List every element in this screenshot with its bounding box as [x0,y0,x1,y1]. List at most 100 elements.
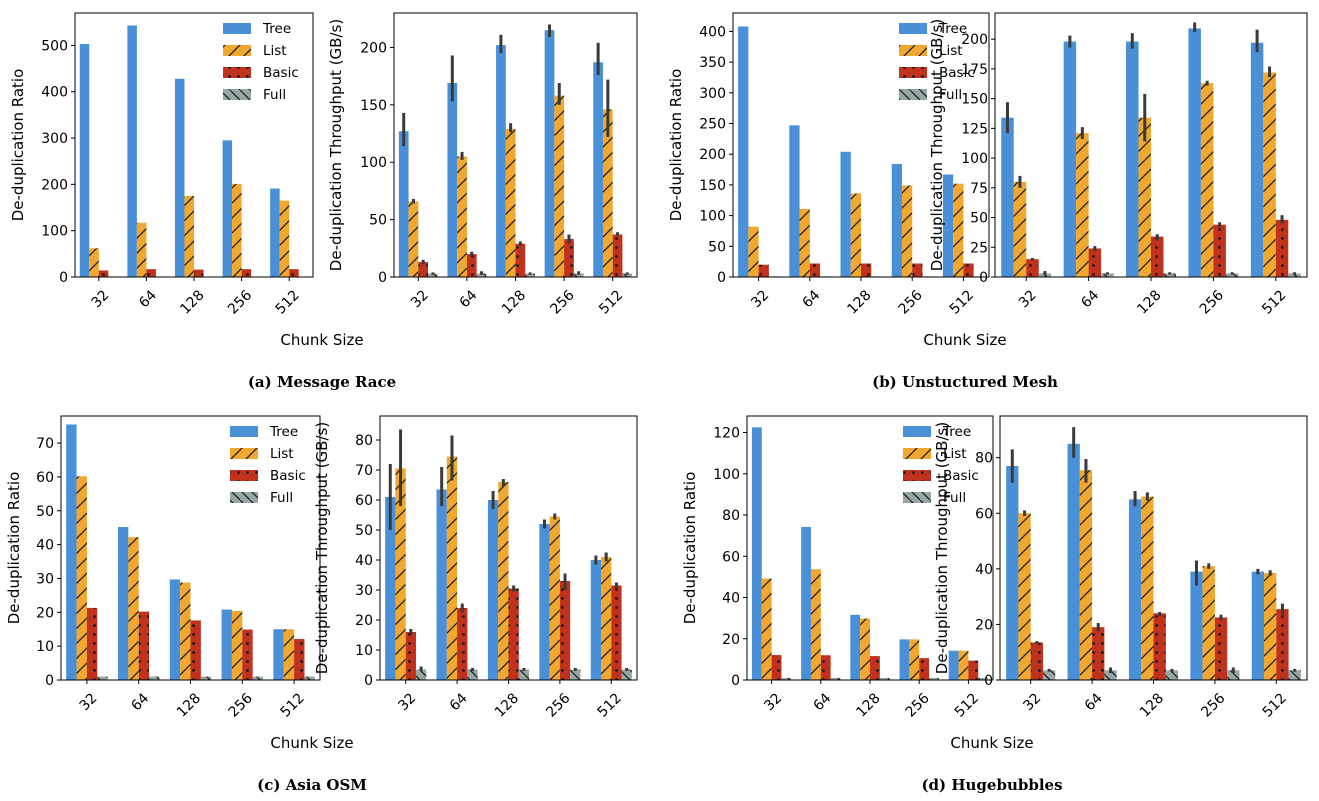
y-tick-label: 70 [36,436,54,452]
y-tick-label: 100 [713,467,740,483]
bar-full-32 [415,669,427,680]
legend-swatch-list [230,448,258,459]
series-tree [751,427,959,680]
bar-list-64 [136,222,147,277]
series-basic [1030,603,1289,680]
legend-label-tree: Tree [269,424,298,440]
bar-basic-256 [1213,224,1226,277]
bar-basic-128 [515,243,526,277]
bar-tree-256 [222,140,233,277]
panel-caption: (b) Unstuctured Mesh [872,373,1058,391]
x-tick-label: 64 [457,287,481,311]
x-axis-label: Chunk Size [270,734,353,752]
bar-tree-128 [1128,499,1142,680]
x-tick-label: 256 [543,690,573,720]
x-tick-label: 512 [596,287,626,317]
x-tick-label: 32 [88,287,112,311]
bar-tree-512 [948,650,959,680]
bar-basic-32 [86,607,98,680]
bar-list-64 [457,156,467,277]
bar-list-32 [761,578,772,680]
x-tick-label: 256 [226,690,256,720]
bar-tree-512 [1251,571,1265,680]
legend-label-list: List [263,43,287,59]
y-tick-label: 20 [36,605,54,621]
series-basic [758,263,974,277]
bar-list-128 [498,482,509,680]
y-tick-label: 0 [59,270,68,286]
series-full [428,271,633,277]
bar-tree-128 [840,151,851,277]
y-tick-label: 100 [699,209,726,225]
bar-full-256 [570,669,581,680]
bar-basic-32 [758,264,769,277]
x-tick-label: 256 [1198,690,1228,720]
x-tick-label: 32 [395,690,419,714]
bar-list-64 [1079,470,1093,680]
bar-basic-64 [466,254,477,277]
bar-tree-128 [169,579,181,680]
y-tick-label: 0 [731,673,740,689]
bar-list-512 [1263,72,1276,277]
bar-tree-256 [544,30,555,277]
bar-list-256 [1202,566,1215,680]
y-tick-label: 300 [41,131,68,147]
bar-tree-128 [850,614,861,680]
bar-list-64 [1076,133,1089,277]
y-tick-label: 20 [975,617,993,633]
y-tick-label: 200 [961,32,988,48]
x-tick-label: 512 [952,690,982,720]
series-list [408,79,613,277]
bar-full-256 [1227,670,1240,680]
series-list [748,183,964,277]
y-tick-label: 60 [975,506,993,522]
y-axis-label: De-duplication Throughput (GB/s) [928,19,946,271]
bar-list-128 [1138,117,1151,277]
legend-label-list: List [270,446,294,462]
bar-full-64 [830,677,841,680]
y-axis-label: De-duplication Throughput (GB/s) [933,422,951,674]
ratio-chart: 0 10 20 30 40 50 60 70 32 64 128 256 512 De-duplicati… [5,415,321,721]
x-tick-label: 32 [761,690,785,714]
bar-tree-256 [221,609,232,680]
bar-tree-32 [79,44,90,277]
bar-full-64 [149,676,160,680]
y-tick-label: 0 [364,673,373,689]
y-tick-label: 200 [41,177,68,193]
y-tick-label: 50 [369,213,387,229]
bar-basic-256 [242,629,253,680]
legend-swatch-basic [230,470,258,481]
panel-caption: (d) Hugebubbles [921,776,1062,794]
bar-list-128 [860,618,870,680]
bar-full-128 [518,669,530,680]
bar-full-512 [1288,670,1301,680]
y-tick-label: 20 [722,632,740,648]
x-tick-label: 256 [896,287,926,317]
bar-full-256 [929,677,939,680]
bar-list-128 [184,195,194,277]
series-tree [66,424,284,680]
bar-basic-64 [138,611,150,680]
bar-basic-256 [919,658,930,680]
series-list [395,429,612,680]
series-list [76,476,295,680]
bar-basic-128 [194,269,204,277]
y-axis-label: De-duplication Ratio [667,69,685,222]
bar-basic-256 [564,239,574,277]
bar-list-512 [602,109,613,277]
bar-tree-128 [1126,41,1139,277]
x-axis-label: Chunk Size [950,734,1033,752]
legend-swatch-full [230,492,258,503]
legend-swatch-tree [223,23,251,34]
bar-tree-32 [398,131,409,277]
y-axis-label: De-duplication Ratio [9,69,27,222]
y-tick-label: 400 [699,24,726,40]
bar-tree-512 [270,188,280,277]
bar-full-32 [1038,273,1052,277]
y-tick-label: 70 [355,463,373,479]
bar-basic-128 [1151,236,1164,277]
x-tick-label: 512 [277,690,307,720]
